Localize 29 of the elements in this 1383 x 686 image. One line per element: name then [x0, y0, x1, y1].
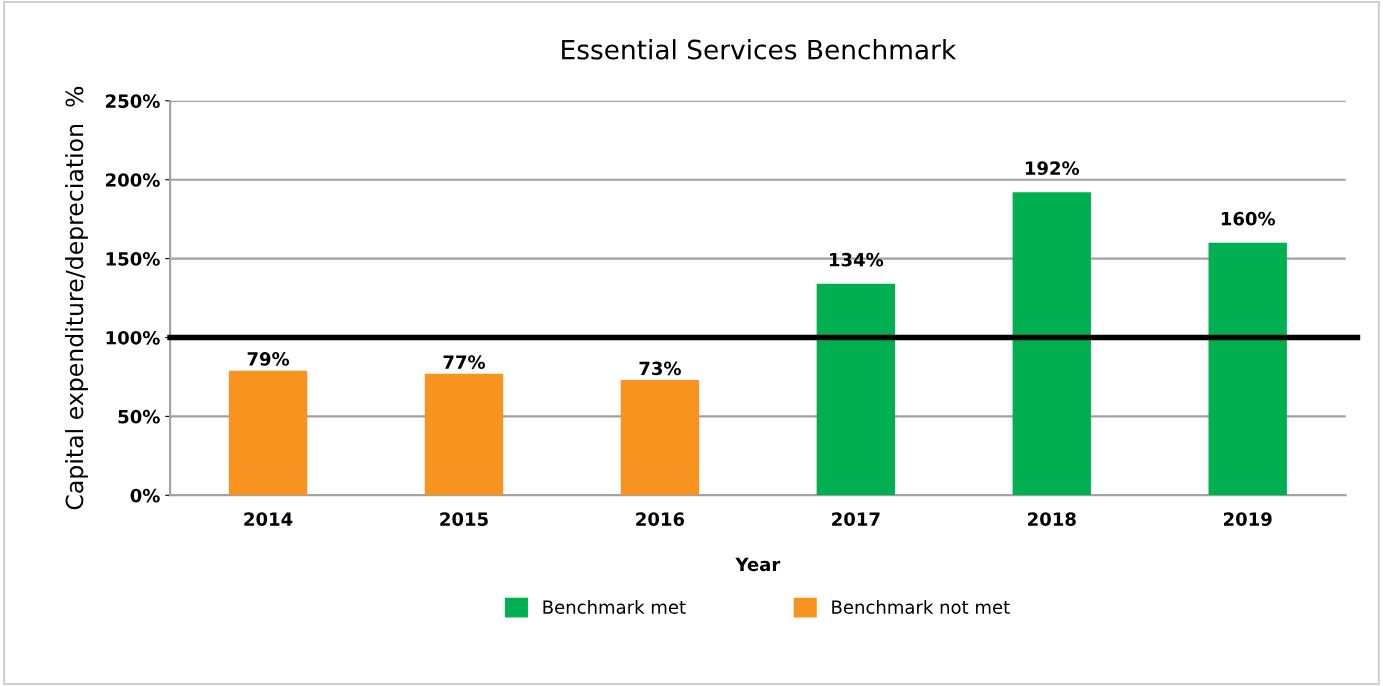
x-tick-label: 2015 — [440, 512, 488, 526]
data-label: 134% — [829, 252, 884, 267]
data-label: 79% — [247, 352, 290, 366]
legend-label: Benchmark not met — [832, 599, 1010, 614]
bar — [816, 283, 896, 496]
bar — [228, 370, 308, 496]
y-tick-label: 100% — [106, 330, 160, 345]
x-tick-label: 2014 — [244, 512, 293, 526]
data-label: 77% — [443, 355, 486, 369]
chart-title: Essential Services Benchmark — [562, 39, 957, 60]
x-tick-label: 2019 — [1224, 512, 1272, 526]
legend-label: Benchmark met — [543, 599, 686, 614]
bar — [1012, 192, 1091, 496]
data-label: 160% — [1221, 211, 1276, 226]
x-tick-label: 2016 — [636, 512, 685, 526]
bar — [1208, 242, 1287, 496]
data-label: 73% — [639, 361, 681, 376]
x-tick-label: 2018 — [1028, 512, 1076, 526]
x-axis-title: Year — [735, 557, 781, 572]
y-axis-title: Capital expenditure/depreciation % — [65, 86, 88, 510]
bar — [424, 373, 504, 496]
bar — [620, 380, 700, 496]
y-tick-label: 150% — [106, 252, 160, 266]
y-tick-label: 200% — [106, 173, 160, 187]
x-tick-label: 2017 — [832, 512, 880, 526]
data-label: 192% — [1025, 161, 1080, 175]
y-tick-label: 250% — [106, 94, 160, 108]
y-tick-label: 50% — [118, 409, 160, 424]
y-tick-label: 0% — [130, 488, 160, 503]
